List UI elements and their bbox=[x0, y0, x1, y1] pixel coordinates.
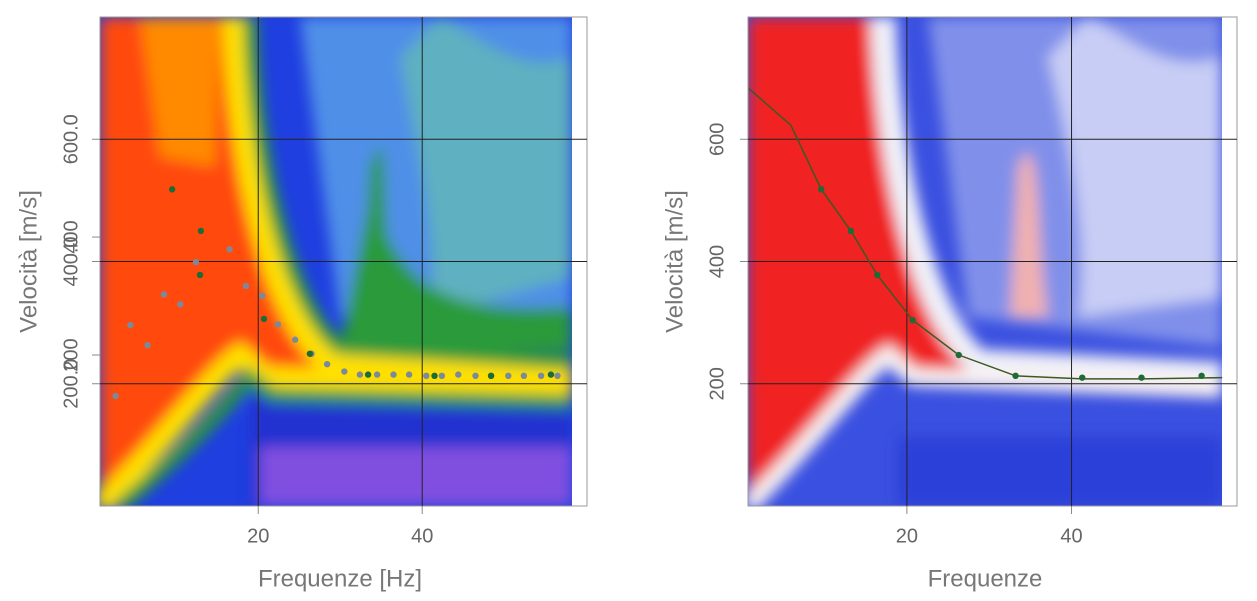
y-tick-label: 400 bbox=[60, 220, 82, 253]
x-axis-label: Frequenze bbox=[928, 565, 1043, 592]
point bbox=[547, 371, 555, 378]
y-tick-label: 600.0 bbox=[60, 114, 82, 164]
point bbox=[505, 372, 512, 380]
point bbox=[364, 371, 372, 378]
point bbox=[455, 371, 462, 378]
point bbox=[955, 351, 962, 359]
point bbox=[390, 371, 397, 378]
point bbox=[520, 372, 528, 380]
y-tick-label: 600 bbox=[706, 123, 728, 156]
y-axis-label: Velocità [m/s] bbox=[15, 190, 42, 333]
point bbox=[356, 371, 364, 378]
point bbox=[341, 368, 348, 375]
point bbox=[226, 246, 233, 253]
y-tick-label: 400.0 bbox=[60, 236, 82, 286]
point bbox=[242, 282, 250, 290]
point bbox=[405, 371, 413, 378]
y-tick-label: 200 bbox=[60, 338, 82, 371]
point bbox=[847, 227, 855, 235]
x-tick-label: 20 bbox=[896, 525, 918, 547]
point bbox=[818, 186, 825, 193]
point bbox=[112, 392, 119, 400]
point bbox=[1198, 372, 1205, 380]
point bbox=[438, 372, 446, 380]
point bbox=[373, 371, 381, 378]
point bbox=[259, 292, 266, 299]
point bbox=[1079, 374, 1086, 381]
point bbox=[168, 186, 176, 193]
point bbox=[177, 301, 184, 308]
point bbox=[423, 372, 430, 380]
point bbox=[127, 321, 134, 329]
point bbox=[144, 342, 151, 349]
point bbox=[554, 372, 561, 380]
point bbox=[196, 271, 204, 279]
point bbox=[537, 372, 545, 380]
x-tick-label: 40 bbox=[1060, 525, 1082, 547]
point bbox=[1138, 374, 1145, 381]
point bbox=[274, 321, 282, 328]
point bbox=[909, 316, 916, 324]
point bbox=[431, 372, 438, 380]
point bbox=[874, 271, 881, 279]
y-tick-label: 200.0 bbox=[60, 359, 82, 409]
point bbox=[260, 315, 268, 323]
point bbox=[487, 372, 495, 380]
point bbox=[192, 258, 200, 266]
point bbox=[306, 350, 314, 357]
point bbox=[291, 336, 299, 343]
point bbox=[1012, 372, 1019, 380]
y-tick-label: 400 bbox=[706, 245, 728, 278]
x-tick-label: 20 bbox=[247, 525, 269, 547]
x-axis-label: Frequenze [Hz] bbox=[258, 565, 422, 592]
point bbox=[472, 372, 479, 380]
point bbox=[197, 227, 205, 235]
y-tick-label: 200 bbox=[706, 367, 728, 400]
x-tick-label: 40 bbox=[411, 525, 433, 547]
point bbox=[323, 360, 331, 368]
point bbox=[160, 291, 168, 298]
y-axis-label: Velocità [m/s] bbox=[661, 190, 688, 333]
